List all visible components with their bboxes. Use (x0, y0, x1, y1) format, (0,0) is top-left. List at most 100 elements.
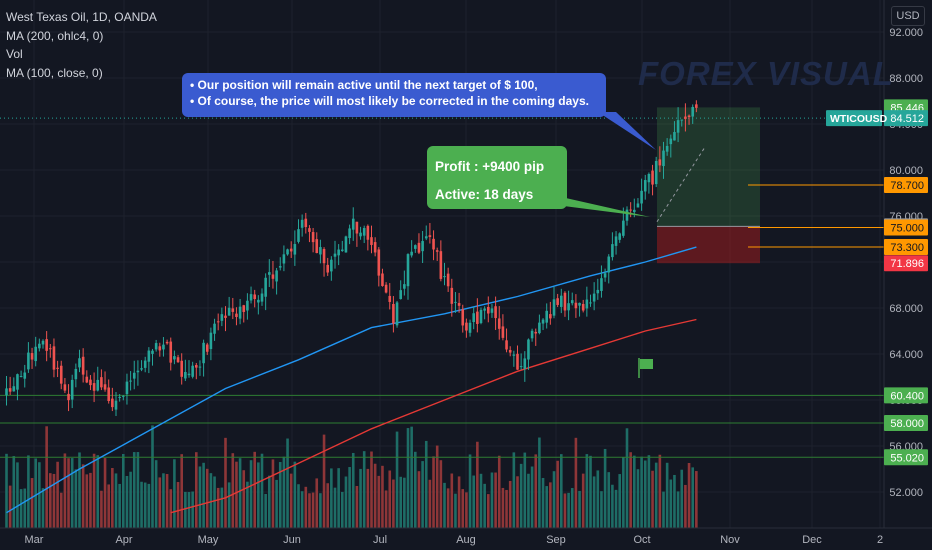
candle-body (563, 292, 567, 311)
currency-button[interactable]: USD (891, 6, 925, 26)
volume-bar (275, 479, 278, 528)
time-tick-label: Oct (633, 534, 650, 546)
time-tick-label: Apr (115, 534, 132, 546)
volume-bar (592, 476, 596, 528)
candle-body (512, 354, 516, 356)
candle-body (19, 376, 23, 378)
volume-bar (490, 472, 494, 528)
price-label-box (884, 219, 928, 236)
candle-body (691, 106, 694, 117)
candle-body (465, 322, 468, 331)
candle-body (282, 254, 286, 264)
candle-body (107, 387, 110, 402)
volume-bar (224, 437, 227, 528)
volume-bar (5, 453, 8, 528)
candle-body (205, 344, 209, 352)
volume-bar (618, 474, 621, 528)
candle-body (30, 353, 34, 360)
candle-body (132, 372, 136, 379)
volume-bar (432, 456, 435, 528)
volume-bar (268, 475, 271, 528)
candle-body (165, 341, 169, 344)
volume-bar (147, 483, 151, 528)
volume-bar (362, 451, 366, 528)
volume-bar (238, 458, 242, 528)
candle-body (607, 256, 611, 273)
candle-body (300, 219, 304, 228)
profit-callout[interactable]: Profit : +9400 pip Active: 18 days (427, 146, 567, 209)
volume-bar (684, 484, 687, 528)
candle-body (209, 332, 213, 350)
volume-bar (209, 473, 213, 528)
volume-bar (257, 462, 260, 528)
volume-bar (446, 488, 450, 528)
volume-bar (246, 481, 249, 528)
volume-bar (570, 488, 574, 528)
volume-bar (399, 476, 402, 528)
volume-bar (479, 473, 483, 528)
candle-body (585, 299, 589, 309)
volume-bar (300, 491, 304, 528)
candle-body (395, 302, 399, 326)
candle-body (195, 365, 198, 368)
volume-bar (381, 465, 384, 528)
volume-bar (173, 459, 176, 528)
volume-bar (322, 434, 326, 528)
ma200-line (170, 318, 697, 514)
price-label-box (884, 239, 928, 256)
candle-body (527, 339, 530, 360)
indicator-volume[interactable]: Vol (6, 47, 23, 61)
volume-bar (662, 491, 665, 528)
price-tick-label: 88.000 (889, 73, 923, 85)
volume-bar (125, 475, 129, 528)
volume-bar (180, 454, 183, 528)
candle-body (549, 314, 552, 319)
candle-body (403, 284, 406, 289)
candle-body (220, 314, 224, 321)
symbol-title[interactable]: West Texas Oil, 1D, OANDA (6, 10, 157, 24)
candle-body (67, 393, 70, 401)
candle-body (154, 343, 158, 350)
candle-body (158, 346, 162, 351)
indicator-ma200[interactable]: MA (200, ohlc4, 0) (6, 28, 104, 43)
volume-bar (607, 472, 611, 528)
candle-body (614, 236, 618, 246)
candle-body (435, 250, 439, 252)
volume-bar (600, 491, 603, 528)
candle-body (552, 299, 556, 316)
candle-body (319, 247, 322, 255)
volume-bar (187, 492, 191, 528)
candle-body (673, 132, 676, 141)
volume-bar (665, 462, 669, 528)
candle-body (574, 302, 578, 309)
volume-bar (614, 489, 618, 528)
volume-bar (563, 493, 567, 528)
candle-body (224, 315, 227, 318)
candle-body (143, 360, 147, 368)
volume-bar (516, 476, 519, 528)
volume-bar (56, 461, 59, 528)
candle-body (180, 360, 183, 377)
volume-bar (344, 476, 348, 528)
ma100-line (6, 246, 697, 514)
candle-body (592, 293, 596, 302)
volume-bar (16, 462, 19, 528)
volume-bar (213, 476, 216, 528)
price-tick-label: 80.000 (889, 165, 923, 177)
volume-bar (45, 426, 48, 528)
candle-body (242, 305, 246, 312)
price-tick-label: 64.000 (889, 349, 923, 361)
candle-body (49, 348, 52, 350)
volume-bar (549, 482, 552, 528)
volume-bar (293, 461, 297, 528)
volume-bar (545, 486, 548, 528)
candle-body (114, 400, 118, 410)
volume-bar (337, 468, 340, 528)
candle-body (151, 350, 154, 354)
volume-bar (450, 473, 454, 528)
indicator-ma100[interactable]: MA (100, close, 0) (6, 65, 103, 80)
note-callout[interactable]: • Our position will remain active until … (182, 73, 606, 117)
volume-bar (487, 494, 490, 528)
candle-body (264, 277, 267, 297)
